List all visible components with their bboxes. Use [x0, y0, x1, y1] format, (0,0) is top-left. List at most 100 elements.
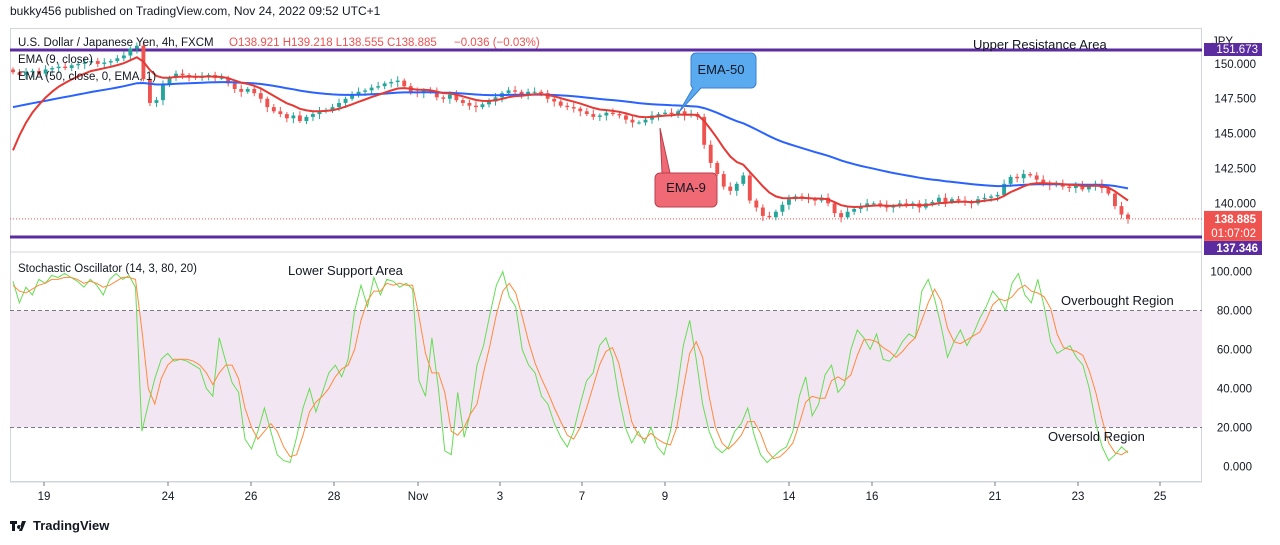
stoch-tick-label: 0.000 — [1223, 461, 1252, 473]
candle-body — [1073, 185, 1078, 189]
candle-body — [526, 91, 531, 95]
candle-body — [1086, 186, 1091, 190]
x-tick-label: 9 — [662, 491, 668, 503]
candle-body — [584, 111, 589, 115]
stoch-band — [10, 310, 1202, 428]
candle-body — [278, 111, 283, 115]
candle-body — [989, 196, 994, 198]
candle-body — [956, 199, 961, 201]
candle-body — [571, 107, 576, 109]
candle-body — [1126, 214, 1130, 219]
ema9-callout — [654, 127, 718, 208]
candle-body — [1119, 206, 1124, 215]
x-tick-label: 25 — [1154, 491, 1167, 503]
resistance-price-tag — [1204, 43, 1262, 56]
stoch-k-line — [12, 270, 1129, 464]
candle-body — [630, 119, 635, 123]
candle-body — [1041, 179, 1046, 183]
ema9-line — [12, 56, 1129, 209]
resistance-price-text: 151.673 — [1216, 44, 1258, 56]
x-tick-label: 16 — [866, 491, 879, 503]
candle-body — [682, 111, 687, 116]
legend-stoch: Stochastic Oscillator (14, 3, 80, 20) — [18, 263, 197, 275]
candle-body — [284, 114, 289, 119]
candle-body — [995, 194, 1000, 197]
annotation-oversold: Oversold Region — [1048, 429, 1145, 444]
candle-body — [747, 175, 752, 201]
candle-body — [487, 101, 491, 105]
candle-body — [734, 183, 739, 191]
candle-body — [50, 68, 55, 70]
ema50-callout-text: EMA-50 — [698, 62, 745, 77]
candle-body — [108, 61, 113, 63]
candle-body — [474, 105, 478, 108]
candles-group — [11, 41, 1130, 224]
candle-body — [271, 107, 276, 112]
candle-body — [82, 62, 87, 64]
candle-body — [1080, 185, 1085, 190]
candle-body — [767, 215, 772, 218]
legend-ema50: EMA (50, close, 0, EMA, 1) — [18, 71, 156, 83]
stoch-tick-label: 80.000 — [1217, 306, 1252, 318]
candle-body — [395, 80, 400, 83]
candle-body — [839, 213, 844, 218]
candle-body — [558, 101, 563, 106]
candle-body — [532, 91, 537, 93]
candle-body — [871, 203, 876, 205]
candle-body — [467, 102, 472, 106]
candle-body — [480, 104, 485, 108]
candle-body — [63, 66, 68, 69]
stoch-tick-label: 100.000 — [1210, 267, 1252, 279]
candle-body — [239, 88, 244, 92]
x-tick-label: 26 — [245, 491, 258, 503]
price-tick-label: 147.500 — [1214, 94, 1256, 106]
candle-body — [943, 197, 948, 202]
support-price-text: 137.346 — [1216, 243, 1258, 255]
footer-brand[interactable]: TradingView — [33, 518, 110, 533]
x-tick-label: 7 — [579, 491, 585, 503]
candle-body — [350, 94, 355, 99]
candle-body — [826, 197, 831, 204]
candle-body — [604, 112, 609, 116]
candle-body — [69, 65, 74, 69]
candle-body — [643, 119, 648, 123]
x-tick-label: 21 — [989, 491, 1002, 503]
candle-body — [252, 88, 257, 94]
x-tick-label: 28 — [328, 491, 341, 503]
stoch-tick-label: 40.000 — [1217, 383, 1252, 395]
candle-body — [356, 91, 361, 95]
candle-body — [17, 72, 22, 76]
candle-body — [623, 115, 628, 120]
candle-body — [265, 98, 270, 108]
price-tick-label: 140.000 — [1214, 198, 1256, 210]
candle-body — [1113, 193, 1117, 207]
candle-body — [982, 197, 987, 200]
candle-body — [369, 87, 374, 91]
price-tick-label: 145.000 — [1214, 129, 1256, 141]
candle-body — [754, 200, 759, 208]
x-tick-label: 24 — [162, 491, 175, 503]
candle-body — [656, 114, 661, 116]
candle-body — [728, 186, 733, 191]
last-price-tag — [1204, 210, 1262, 241]
legend-symbol: U.S. Dollar / Japanese Yen, 4h, FXCM — [18, 37, 214, 49]
candle-body — [441, 97, 446, 99]
candle-body — [702, 116, 707, 145]
candle-body — [291, 115, 296, 119]
candle-body — [519, 91, 524, 95]
candle-body — [454, 94, 459, 101]
candle-body — [506, 90, 511, 94]
candle-body — [832, 203, 837, 214]
candle-body — [226, 77, 231, 84]
ema50-line — [12, 81, 1129, 190]
candle-body — [663, 112, 667, 115]
candle-body — [597, 115, 602, 117]
stoch-tick-label: 60.000 — [1217, 345, 1252, 357]
candle-body — [1002, 183, 1007, 195]
candle-body — [30, 70, 35, 73]
candle-body — [389, 82, 394, 84]
publish-line: bukky456 published on TradingView.com, N… — [10, 4, 381, 18]
legend-change: −0.036 (−0.03%) — [454, 37, 540, 49]
candle-body — [310, 114, 315, 117]
